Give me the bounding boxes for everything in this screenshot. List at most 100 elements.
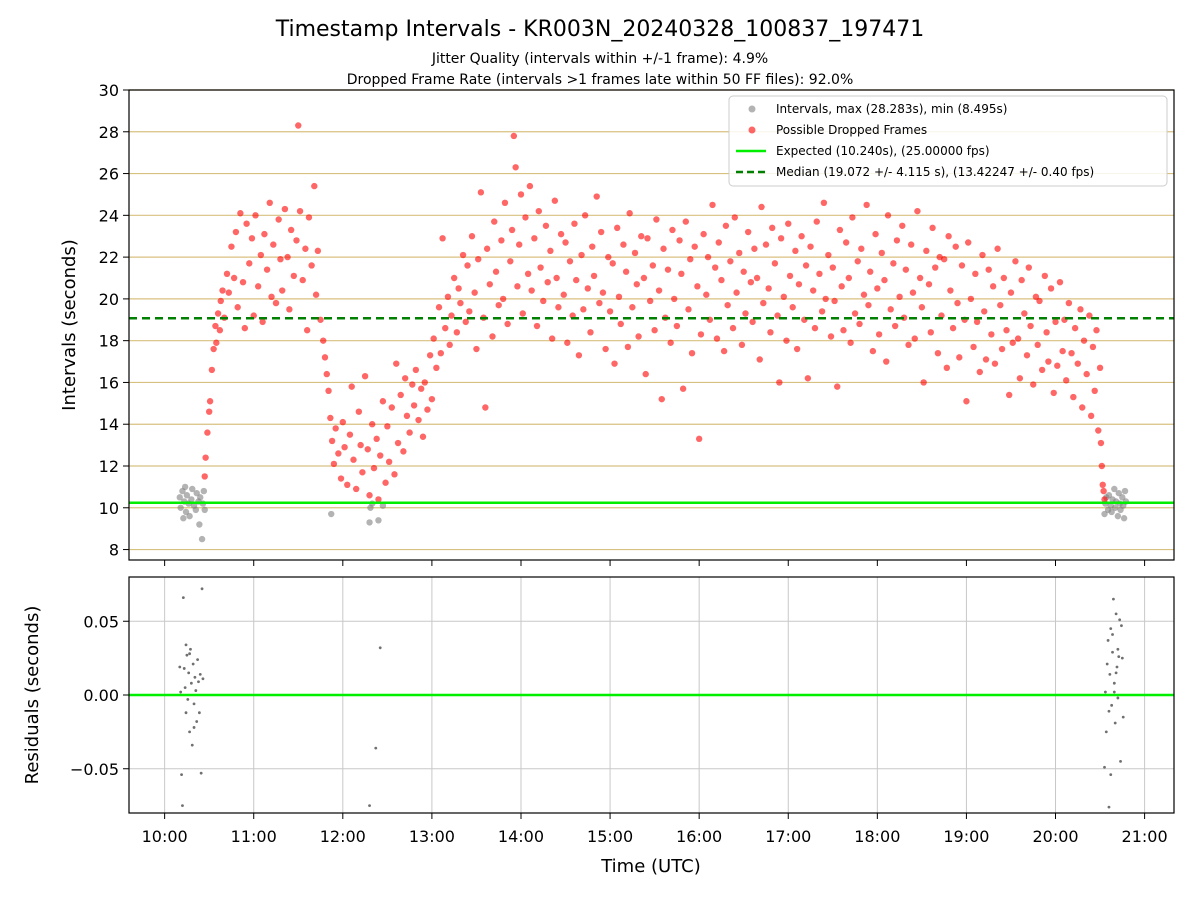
x-tick-label: 18:00: [854, 827, 900, 846]
dropped-frame-point: [1036, 297, 1043, 305]
residual-point: [1117, 655, 1121, 659]
dropped-frame-point: [216, 327, 224, 334]
residual-point: [194, 689, 198, 692]
dropped-frame-point: [373, 435, 380, 443]
dropped-frame-point: [883, 358, 890, 365]
dropped-frame-point: [1089, 343, 1097, 351]
dropped-frame-point: [687, 256, 694, 263]
intervals-panel: 8 10 12 14 16 18 20 22 24 26 28 30 Intervals (secon…: [59, 81, 1175, 566]
dropped-frame-point: [838, 283, 845, 290]
dropped-frame-point: [945, 233, 952, 240]
dropped-frame-point: [428, 395, 436, 403]
dropped-frame-point: [1095, 427, 1102, 434]
dropped-frame-point: [575, 352, 583, 359]
dropped-frame-point: [1032, 293, 1040, 300]
dropped-frame-point: [421, 379, 428, 386]
dropped-frame-point: [776, 379, 783, 386]
dropped-frame-point: [314, 247, 322, 255]
dropped-frame-point: [293, 237, 300, 244]
dropped-frame-point: [369, 421, 376, 428]
dropped-frame-point: [290, 272, 298, 280]
dropped-frame-point: [446, 341, 453, 349]
dropped-frame-point: [952, 243, 959, 250]
dropped-frame-point: [1086, 312, 1093, 319]
residual-point: [191, 662, 195, 666]
residual-point: [201, 677, 205, 681]
dropped-frame-point: [1012, 258, 1019, 265]
residual-point: [1107, 709, 1111, 713]
interval-point: [189, 485, 196, 493]
dropped-frame-point: [688, 350, 696, 357]
intervals-y-tick-label: 20: [99, 290, 119, 309]
dropped-frame-point: [418, 385, 425, 392]
intervals-y-ticks: 8 10 12 14 16 18 20 22 24 26 28 30: [99, 81, 129, 560]
intervals-y-tick-label: 16: [99, 373, 119, 392]
interval-point: [328, 510, 335, 518]
interval-point: [193, 489, 200, 497]
dropped-frame-point: [989, 283, 997, 290]
residual-point: [189, 681, 193, 685]
dropped-frame-point: [444, 293, 452, 300]
residuals-x-ticks: 10:00 11:00 12:00 13:00 14:00 15:00 16:00 17:00…: [142, 813, 1168, 846]
dropped-frame-point: [731, 214, 738, 221]
dropped-frame-point: [818, 308, 826, 315]
dropped-frame-point: [1087, 412, 1095, 420]
dropped-frame-point: [581, 212, 589, 219]
residual-point: [199, 771, 203, 775]
dropped-frame-point: [1005, 391, 1013, 399]
dropped-frame-point: [553, 274, 560, 282]
dropped-frame-point: [352, 485, 360, 493]
dropped-frame-point: [923, 247, 930, 255]
residual-point: [180, 773, 183, 777]
dropped-frame-point: [682, 218, 689, 225]
interval-point: [1119, 494, 1126, 501]
dropped-frame-point: [954, 299, 961, 307]
residual-point: [188, 730, 191, 734]
dropped-frame-point: [393, 360, 400, 367]
dropped-frame-point: [491, 218, 498, 225]
x-tick-label: 12:00: [320, 827, 366, 846]
dropped-frame-point: [722, 222, 730, 229]
dropped-frame-point: [277, 256, 284, 263]
interval-point: [375, 517, 382, 524]
residual-point: [190, 743, 194, 747]
interval-point: [1115, 489, 1122, 497]
dropped-frame-point: [760, 299, 767, 307]
dropped-frame-point: [615, 293, 623, 300]
dropped-frame-point: [658, 395, 665, 403]
dropped-frame-point: [753, 274, 761, 282]
dropped-frame-point: [785, 220, 792, 227]
dropped-frame-point: [243, 220, 250, 227]
legend-marker-dropped: [748, 126, 756, 134]
dropped-frame-point: [266, 199, 273, 206]
dropped-frame-point: [867, 268, 874, 275]
dropped-frame-point: [982, 356, 990, 363]
dropped-frame-point: [638, 233, 645, 240]
dropped-frame-point: [477, 189, 485, 196]
dropped-frame-point: [259, 318, 266, 326]
dropped-frame-point: [1098, 462, 1106, 470]
dropped-frame-point: [811, 324, 819, 332]
dropped-frame-point: [909, 289, 917, 296]
residual-point: [374, 746, 378, 750]
dropped-frame-point: [281, 205, 289, 213]
dropped-frame-point: [531, 235, 538, 242]
dropped-frame-point: [700, 230, 707, 238]
dropped-frame-point: [1014, 335, 1022, 342]
dropped-frame-point: [709, 201, 716, 209]
residual-point: [200, 587, 204, 591]
dropped-frame-point: [916, 274, 924, 282]
dropped-frame-point: [514, 283, 521, 290]
dropped-frame-point: [733, 289, 740, 296]
dropped-frame-point: [501, 199, 509, 206]
dropped-frame-point: [468, 233, 476, 240]
dropped-frame-point: [738, 341, 746, 349]
x-tick-label: 20:00: [1032, 827, 1078, 846]
dropped-frame-point: [724, 301, 731, 309]
dropped-frame-point: [535, 207, 543, 215]
dropped-frame-point: [963, 398, 970, 405]
dropped-frame-point: [486, 281, 494, 288]
residual-point: [1114, 612, 1118, 616]
dropped-frame-point: [981, 308, 988, 315]
dropped-frame-point: [507, 258, 514, 265]
